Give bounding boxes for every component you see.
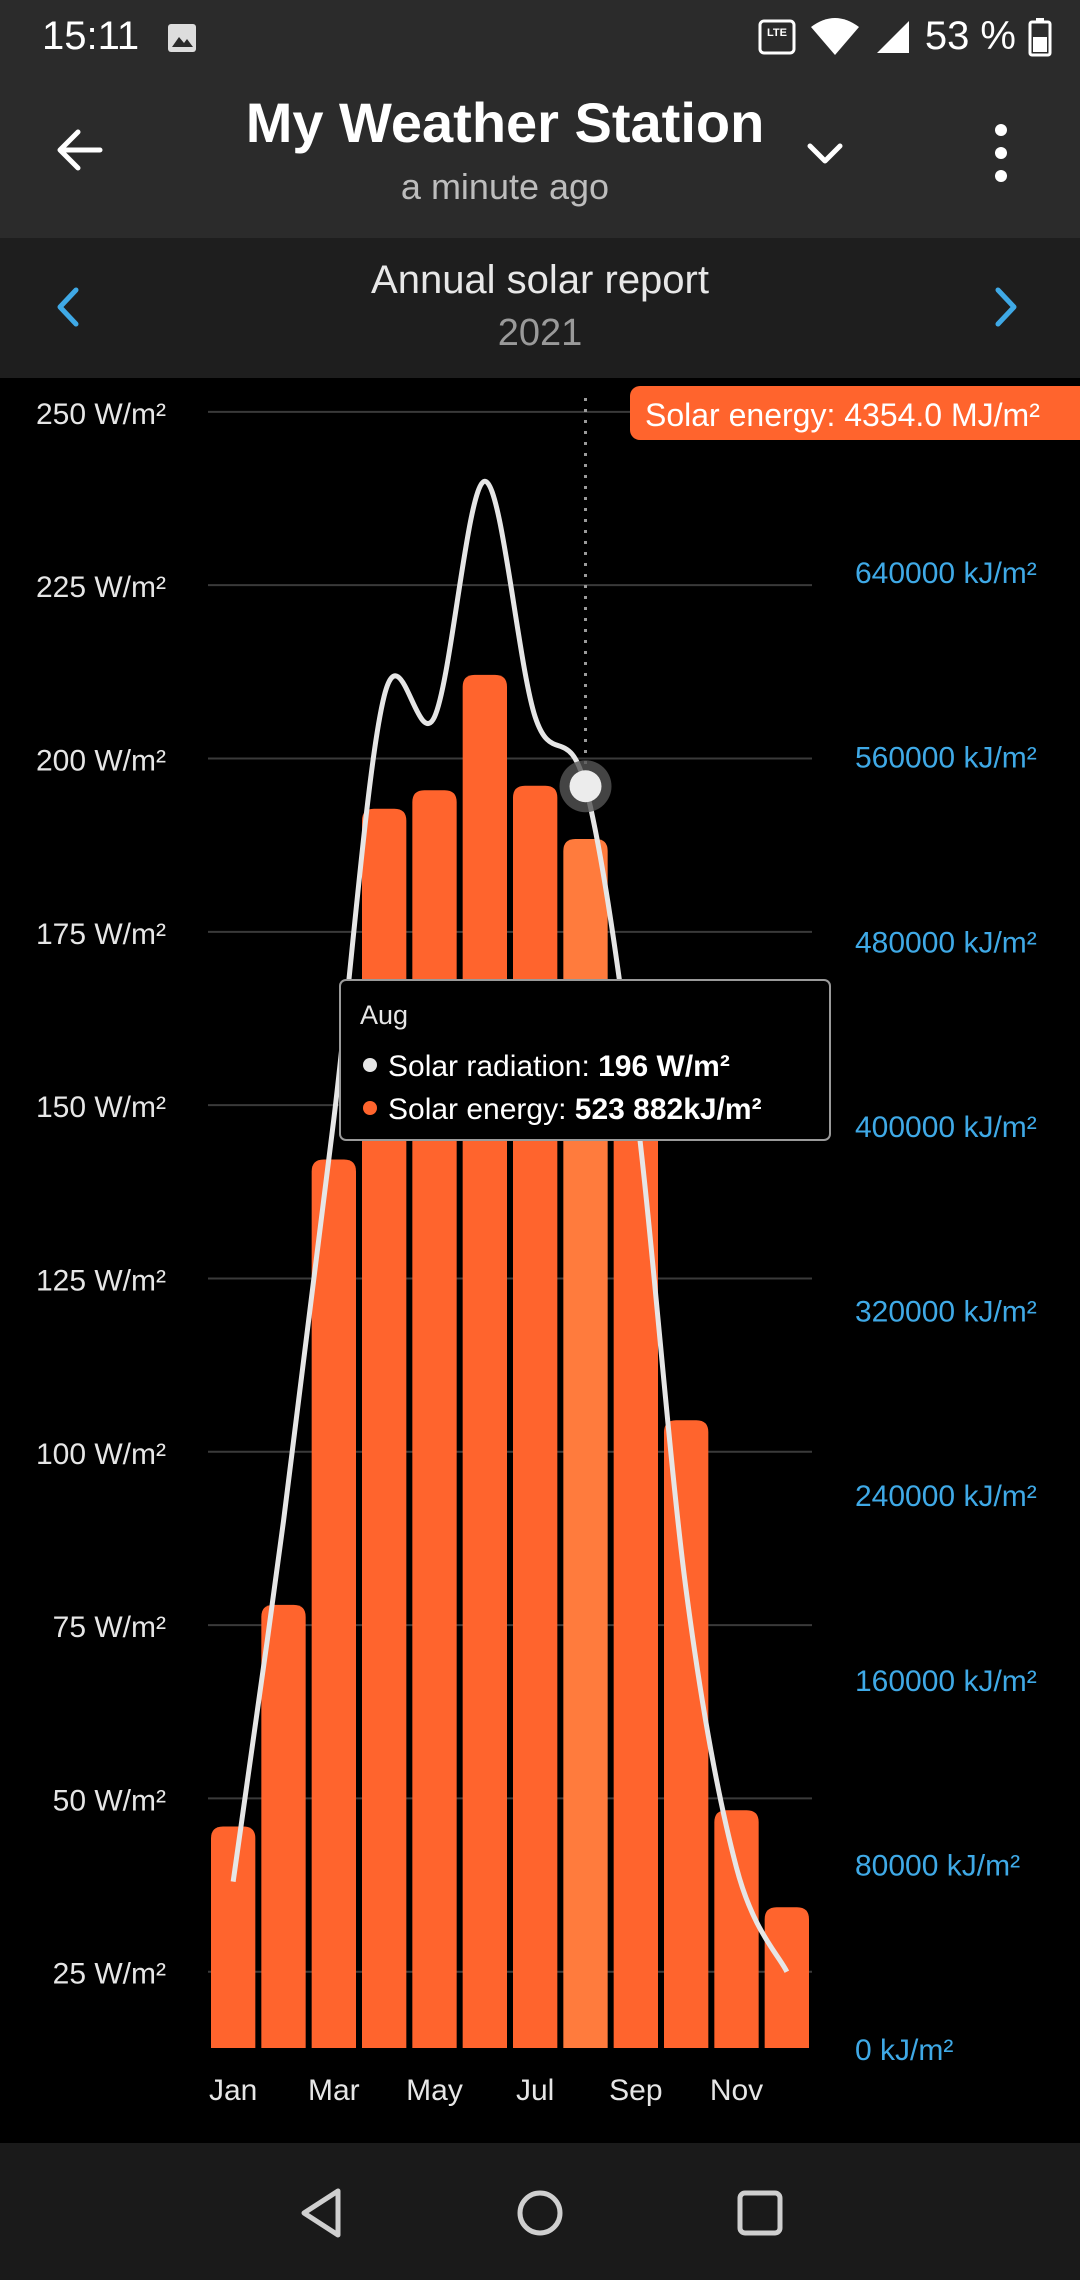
report-year: 2021 bbox=[497, 312, 583, 354]
tooltip-energy: Solar energy: 523 882kJ/m² bbox=[388, 1093, 762, 1126]
right-axis-tick: 320000 kJ/m² bbox=[855, 1296, 1037, 1329]
app-bar: My Weather Station a minute ago bbox=[0, 80, 1080, 238]
system-nav-bar bbox=[0, 2143, 1080, 2280]
tooltip-month: Aug bbox=[360, 1000, 408, 1030]
left-axis-tick: 150 W/m² bbox=[36, 1091, 166, 1124]
bar-mar bbox=[311, 1159, 356, 2048]
right-axis-tick: 160000 kJ/m² bbox=[855, 1665, 1037, 1698]
tooltip-radiation-label: Solar radiation: bbox=[388, 1050, 598, 1083]
more-options-icon[interactable] bbox=[976, 118, 1026, 188]
battery-icon bbox=[1028, 17, 1052, 56]
nav-recents-icon[interactable] bbox=[730, 2183, 790, 2243]
left-axis-tick: 225 W/m² bbox=[36, 571, 166, 604]
bar-dec bbox=[764, 1907, 809, 2048]
nav-back-icon[interactable] bbox=[292, 2183, 352, 2243]
bar-sep bbox=[613, 1069, 658, 2048]
right-axis-tick: 240000 kJ/m² bbox=[855, 1480, 1037, 1513]
x-axis-tick: Jul bbox=[516, 2074, 554, 2107]
x-axis-tick: Jan bbox=[209, 2074, 257, 2107]
left-axis-tick: 100 W/m² bbox=[36, 1438, 166, 1471]
bar-jun bbox=[462, 674, 507, 2048]
tooltip-energy-dot bbox=[363, 1101, 377, 1115]
right-axis-tick: 480000 kJ/m² bbox=[855, 926, 1037, 959]
x-axis-tick: Mar bbox=[308, 2074, 360, 2107]
right-axis-tick: 400000 kJ/m² bbox=[855, 1111, 1037, 1144]
previous-year-icon[interactable] bbox=[48, 282, 88, 332]
battery-percent: 53 % bbox=[924, 14, 1016, 58]
bar-may bbox=[412, 790, 457, 2049]
left-axis-tick: 175 W/m² bbox=[36, 918, 166, 951]
x-axis-tick: Sep bbox=[609, 2074, 662, 2107]
cell-signal-icon bbox=[876, 20, 909, 53]
right-axis-tick: 80000 kJ/m² bbox=[855, 1849, 1020, 1882]
image-notification-icon bbox=[168, 24, 196, 52]
chevron-down-icon[interactable] bbox=[800, 128, 850, 178]
back-arrow-icon[interactable] bbox=[50, 120, 110, 180]
selected-point bbox=[569, 770, 602, 803]
status-time: 15:11 bbox=[42, 14, 140, 58]
report-header: Annual solar report 2021 bbox=[0, 238, 1080, 378]
left-axis-tick: 250 W/m² bbox=[36, 398, 166, 431]
left-axis-tick: 75 W/m² bbox=[53, 1611, 166, 1644]
tooltip-box bbox=[339, 979, 831, 1141]
right-axis-tick: 560000 kJ/m² bbox=[855, 742, 1037, 775]
tooltip-radiation: Solar radiation: 196 W/m² bbox=[388, 1050, 730, 1083]
last-updated: a minute ago bbox=[400, 166, 610, 207]
tooltip-energy-value: 523 882kJ/m² bbox=[575, 1093, 762, 1126]
bar-nov bbox=[714, 1810, 759, 2048]
volte-icon: LTE bbox=[758, 19, 796, 54]
nav-home-icon[interactable] bbox=[510, 2183, 570, 2243]
next-year-icon[interactable] bbox=[986, 282, 1026, 332]
wifi-icon bbox=[810, 17, 859, 55]
tooltip-radiation-value: 196 W/m² bbox=[598, 1050, 730, 1083]
tooltip-radiation-dot bbox=[363, 1058, 377, 1072]
status-bar: 15:11 LTE 53 % bbox=[0, 0, 1080, 80]
tooltip-energy-label: Solar energy: bbox=[388, 1093, 575, 1126]
radiation-line bbox=[230, 478, 790, 1973]
total-energy-text: Solar energy: 4354.0 MJ/m² bbox=[645, 397, 1040, 433]
right-axis-tick: 0 kJ/m² bbox=[855, 2034, 953, 2067]
solar-chart[interactable]: 25 W/m² 50 W/m² 75 W/m² 100 W/m² 125 W/m² 150… bbox=[0, 378, 1080, 2143]
bar-jul bbox=[513, 785, 558, 2048]
bar-jan bbox=[211, 1826, 256, 2048]
volte-label: LTE bbox=[767, 27, 787, 39]
left-axis-tick: 25 W/m² bbox=[53, 1958, 166, 1991]
left-axis-tick: 50 W/m² bbox=[53, 1784, 166, 1817]
bar-oct bbox=[664, 1420, 709, 2048]
x-axis-tick: May bbox=[406, 2074, 463, 2107]
left-axis-tick: 200 W/m² bbox=[36, 745, 166, 778]
left-axis-tick: 125 W/m² bbox=[36, 1264, 166, 1297]
x-axis-tick: Nov bbox=[710, 2074, 763, 2107]
bar-aug bbox=[563, 839, 608, 2048]
total-energy-badge bbox=[630, 386, 1080, 440]
right-axis-tick: 640000 kJ/m² bbox=[855, 557, 1037, 590]
station-title[interactable]: My Weather Station bbox=[245, 91, 765, 154]
report-title: Annual solar report bbox=[371, 258, 709, 302]
bar-feb bbox=[261, 1604, 306, 2048]
